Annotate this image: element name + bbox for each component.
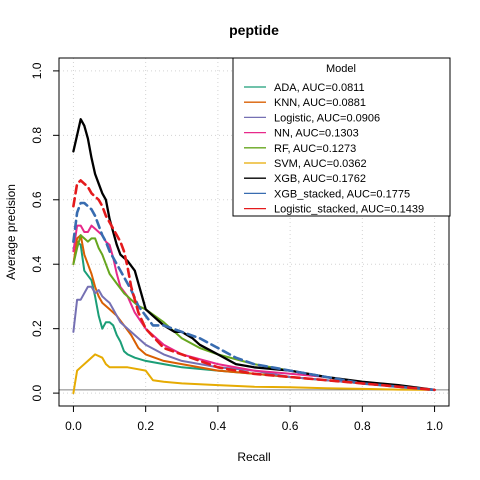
y-axis-label: Average precision [4, 184, 18, 280]
y-tick-label-0: 0.0 [30, 384, 44, 401]
series-lines [72, 118, 436, 395]
legend-title: Model [326, 63, 356, 75]
series-line-8 [72, 179, 436, 392]
series-line-6 [72, 118, 436, 392]
y-tick-label-3: 0.6 [30, 191, 44, 208]
legend-label-0: ADA, AUC=0.0811 [274, 82, 365, 94]
y-tick-label-5: 1.0 [30, 62, 44, 79]
y-tick-label-1: 0.2 [30, 320, 44, 337]
x-tick-label-2: 0.4 [210, 419, 227, 433]
legend-label-2: Logistic, AUC=0.0906 [274, 112, 380, 124]
y-axis: 0.0 0.2 0.4 0.6 0.8 1.0 [30, 62, 60, 401]
series-line-3 [72, 224, 436, 391]
x-tick-label-5: 1.0 [426, 419, 443, 433]
legend-label-5: SVM, AUC=0.0362 [274, 158, 367, 170]
x-tick-label-3: 0.6 [282, 419, 299, 433]
legend-label-6: XGB, AUC=0.1762 [274, 173, 366, 185]
series-line-5 [72, 353, 436, 395]
legend-label-7: XGB_stacked, AUC=0.1775 [274, 188, 410, 200]
x-tick-label-4: 0.8 [354, 419, 371, 433]
legend-label-8: Logistic_stacked, AUC=0.1439 [274, 204, 424, 216]
legend-label-1: KNN, AUC=0.0881 [274, 97, 366, 109]
x-tick-label-0: 0.0 [65, 419, 82, 433]
legend-label-3: NN, AUC=0.1303 [274, 128, 359, 140]
y-tick-label-2: 0.4 [30, 256, 44, 273]
x-axis-label: Recall [237, 450, 270, 464]
x-tick-label-1: 0.2 [137, 419, 154, 433]
legend-label-4: RF, AUC=0.1273 [274, 143, 356, 155]
y-tick-label-4: 0.8 [30, 127, 44, 144]
legend-items: ADA, AUC=0.0811 KNN, AUC=0.0881 Logistic, … [244, 82, 424, 216]
legend-box [232, 57, 451, 217]
chart-title: peptide [229, 22, 279, 38]
x-axis: 0.0 0.2 0.4 0.6 0.8 1.0 [65, 405, 443, 433]
legend: Model ADA, AUC=0.0811 KNN, AUC=0.0881 Logi… [232, 57, 451, 217]
